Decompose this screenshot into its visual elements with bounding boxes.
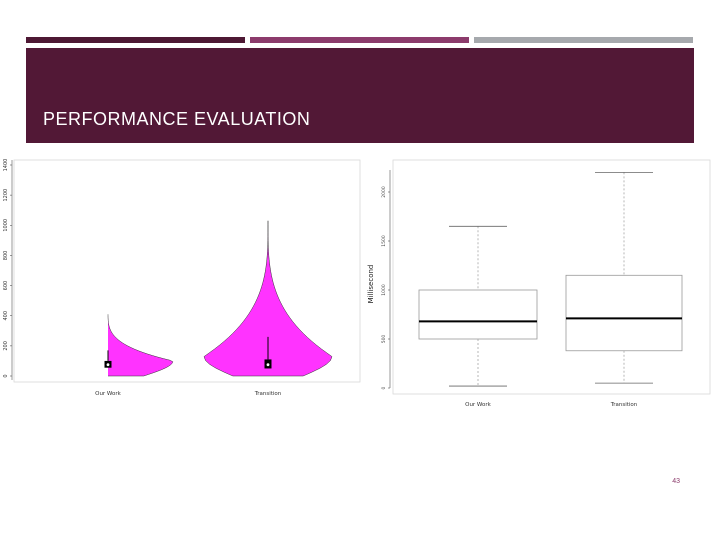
violin-y-tick-label: 0 xyxy=(3,374,9,377)
violin-shape xyxy=(107,314,174,377)
violin-x-label: Transition xyxy=(254,391,282,397)
violin-y-tick-label: 1000 xyxy=(3,219,9,232)
violin-y-tick-label: 800 xyxy=(3,251,9,261)
violin-x-labels: Our Work Transition xyxy=(95,391,282,397)
box-y-tick-label: 2000 xyxy=(381,186,387,198)
violin-y-tick-label: 600 xyxy=(3,281,9,291)
title-banner: PERFORMANCE EVALUATION xyxy=(26,48,694,143)
box-x-label: Our Work xyxy=(465,402,492,408)
violin-y-tick-label: 400 xyxy=(3,311,9,321)
box-y-tick-label: 1000 xyxy=(381,284,387,296)
box-y-axis-label: Millisecond xyxy=(367,265,375,304)
page-number: 43 xyxy=(672,478,680,485)
box-rect xyxy=(565,274,683,352)
decor-bar-gray xyxy=(474,37,693,43)
box-x-label: Transition xyxy=(610,402,638,408)
violin-median xyxy=(266,363,270,367)
box-y-tick-label: 0 xyxy=(381,386,387,389)
violin-chart: 0 200 400 600 800 1000 1200 1400 Our Work Transi… xyxy=(3,159,361,397)
box-y-tick-label: 1500 xyxy=(381,235,387,247)
box-shapes xyxy=(418,171,683,387)
violin-median xyxy=(106,363,110,367)
violin-shapes xyxy=(104,220,333,377)
violin-y-tick-label: 1400 xyxy=(3,159,9,172)
decor-bar-mid xyxy=(250,37,469,43)
box-x-labels: Our Work Transition xyxy=(465,402,638,408)
box-rect xyxy=(418,289,538,340)
slide-title: PERFORMANCE EVALUATION xyxy=(43,109,311,129)
box-y-ticks: 0 500 1000 1500 2000 xyxy=(381,186,390,389)
decor-bar-dark xyxy=(26,37,245,43)
violin-y-tick-label: 200 xyxy=(3,341,9,351)
violin-y-ticks: 0 200 400 600 800 1000 1200 1400 xyxy=(3,159,12,378)
violin-y-tick-label: 1200 xyxy=(3,189,9,202)
violin-x-label: Our Work xyxy=(95,391,122,397)
box-chart: Millisecond 0 500 1000 1500 2000 Our Work Tra… xyxy=(367,159,711,408)
box-y-tick-label: 500 xyxy=(381,335,387,344)
